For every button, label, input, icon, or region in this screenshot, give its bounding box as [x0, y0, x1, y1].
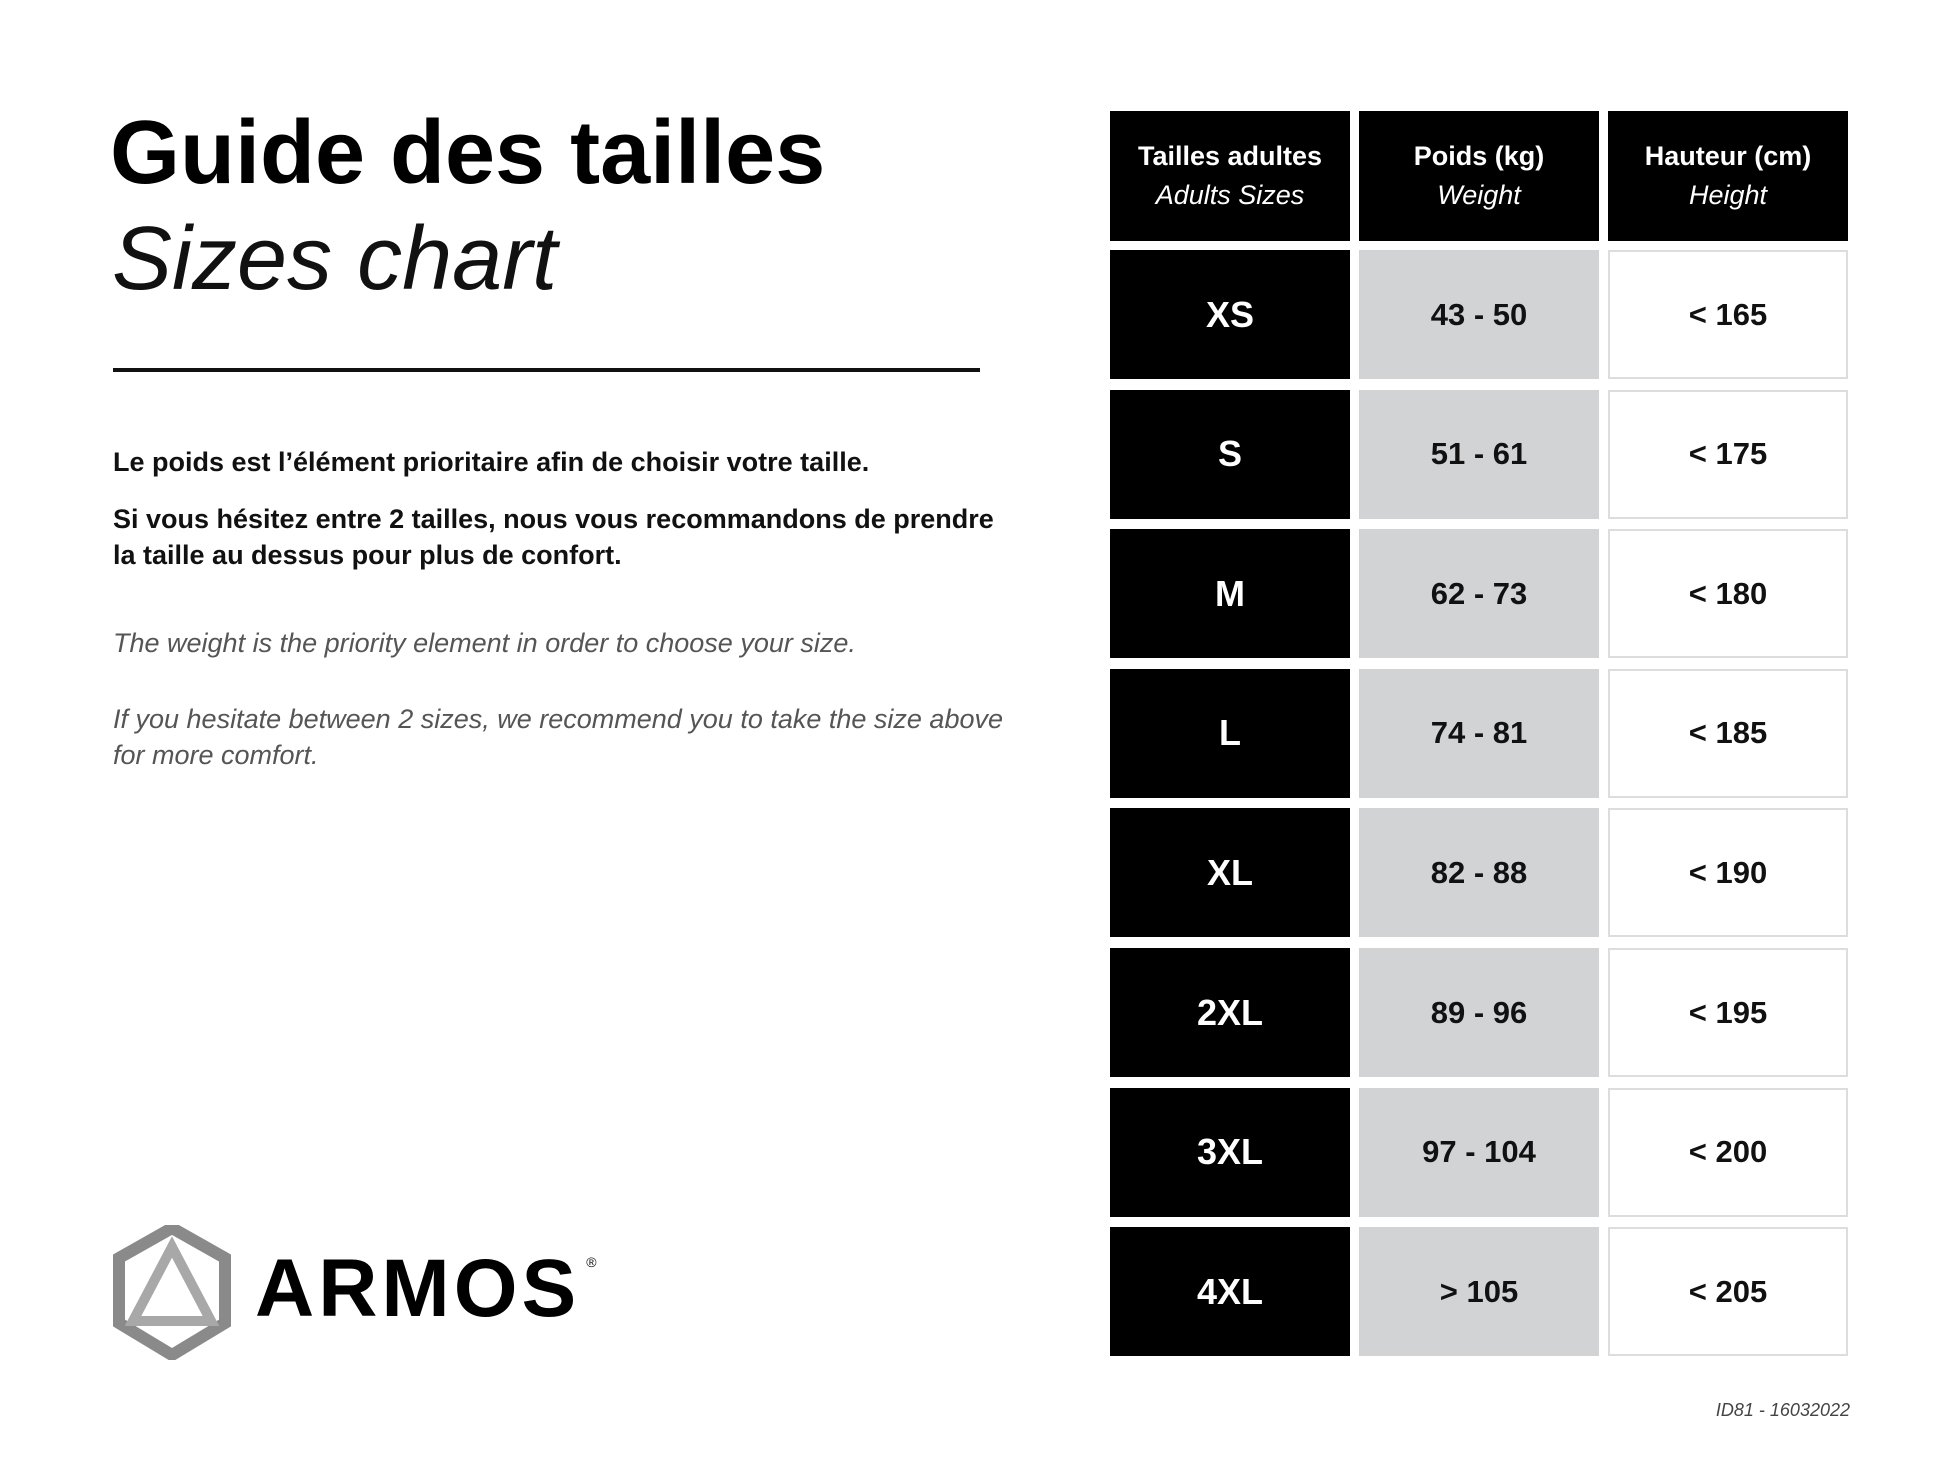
cell-size: XS [1110, 250, 1350, 379]
cell-weight: 74 - 81 [1359, 668, 1599, 798]
cell-size: 3XL [1110, 1087, 1350, 1217]
cell-size: M [1110, 529, 1350, 659]
cell-size: L [1110, 668, 1350, 798]
header-weight-en: Weight [1437, 180, 1521, 210]
cell-weight: 51 - 61 [1359, 389, 1599, 519]
registered-mark: ® [586, 1254, 597, 1270]
cell-weight: 43 - 50 [1359, 250, 1599, 379]
fr-recommend-text: Si vous hésitez entre 2 tailles, nous vo… [113, 504, 994, 570]
en-recommend-text: If you hesitate between 2 sizes, we reco… [113, 704, 1003, 770]
cell-weight: 97 - 104 [1359, 1087, 1599, 1217]
cell-size: XL [1110, 808, 1350, 938]
brand: ARMOS ® [255, 1248, 597, 1330]
page-title: Guide des tailles [110, 103, 826, 203]
cell-height: < 175 [1608, 389, 1848, 519]
header-weight: Poids (kg) Weight [1359, 111, 1599, 241]
header-size-fr: Tailles adultes [1137, 141, 1323, 171]
en-priority-text: The weight is the priority element in or… [113, 628, 856, 658]
brand-name: ARMOS [255, 1243, 581, 1334]
header-size-en: Adults Sizes [1155, 180, 1305, 210]
header-height-fr: Hauteur (cm) [1644, 141, 1812, 171]
cell-weight: 62 - 73 [1359, 529, 1599, 659]
cell-height: < 205 [1608, 1227, 1848, 1357]
armos-logo-icon [113, 1225, 231, 1360]
cell-size: S [1110, 389, 1350, 519]
cell-size: 2XL [1110, 948, 1350, 1077]
header-height: Hauteur (cm) Height [1608, 111, 1848, 241]
cell-height: < 200 [1608, 1087, 1848, 1217]
cell-height: < 180 [1608, 529, 1848, 659]
page-subtitle: Sizes chart [112, 209, 558, 309]
header-height-en: Height [1688, 180, 1768, 210]
document-id: ID81 - 16032022 [1715, 1400, 1850, 1420]
cell-height: < 185 [1608, 668, 1848, 798]
cell-height: < 195 [1608, 948, 1848, 1077]
header-size: Tailles adultes Adults Sizes [1110, 111, 1350, 241]
header-weight-fr: Poids (kg) [1413, 141, 1545, 171]
cell-weight: 82 - 88 [1359, 808, 1599, 938]
cell-size: 4XL [1110, 1227, 1350, 1357]
fr-priority-text: Le poids est l’élément prioritaire afin … [113, 447, 870, 477]
cell-weight: > 105 [1359, 1227, 1599, 1357]
divider [113, 368, 980, 372]
cell-weight: 89 - 96 [1359, 948, 1599, 1077]
cell-height: < 190 [1608, 808, 1848, 938]
description: Le poids est l’élément prioritaire afin … [113, 444, 1083, 773]
cell-height: < 165 [1608, 250, 1848, 379]
